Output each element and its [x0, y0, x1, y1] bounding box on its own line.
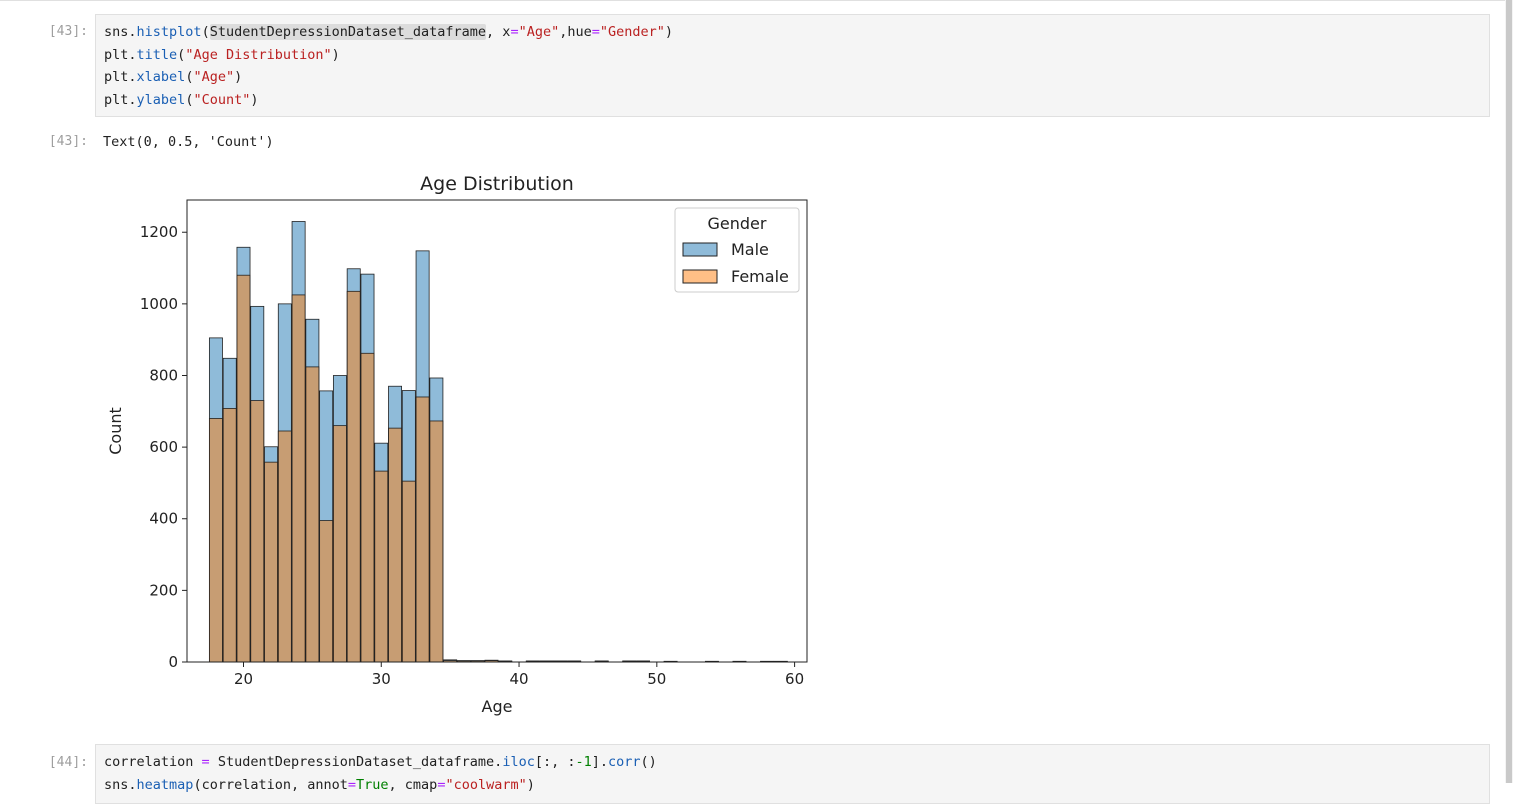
code-token: ): [527, 777, 535, 793]
code-line: plt.xlabel("Age"): [104, 66, 242, 89]
x-tick-label: 50: [647, 670, 666, 688]
bar-female: [292, 295, 305, 662]
code-token: plt: [104, 69, 128, 85]
y-tick-label: 600: [149, 438, 178, 456]
y-axis-label: Count: [106, 407, 125, 455]
code-token: =: [592, 24, 600, 40]
code-line: plt.ylabel("Count"): [104, 89, 259, 112]
bar-female: [402, 481, 415, 662]
code-line: plt.title("Age Distribution"): [104, 44, 340, 67]
legend-title: Gender: [708, 214, 767, 233]
bar-female: [209, 418, 222, 662]
code-token: (): [641, 754, 657, 770]
code-token: , cmap: [389, 777, 438, 793]
bar-female: [375, 471, 388, 662]
code-line: sns.histplot(StudentDepressionDataset_da…: [104, 21, 673, 44]
code-token: =: [510, 24, 518, 40]
code-token: .: [600, 754, 608, 770]
bar-female: [320, 521, 333, 662]
x-tick-label: 60: [785, 670, 804, 688]
code-token: ): [250, 92, 258, 108]
code-token: .: [128, 47, 136, 63]
code-token: "Age": [193, 69, 234, 85]
y-tick-label: 1200: [140, 223, 178, 241]
code-token: histplot: [137, 24, 202, 40]
code-line: correlation = StudentDepressionDataset_d…: [104, 751, 657, 774]
code-token: StudentDepressionDataset_dataframe: [210, 754, 494, 770]
bar-female: [347, 291, 360, 662]
code-token: "Age Distribution": [185, 47, 331, 63]
x-tick-label: 40: [509, 670, 528, 688]
code-token: title: [137, 47, 178, 63]
y-tick-label: 0: [168, 653, 178, 671]
legend-label-male: Male: [731, 240, 769, 259]
top-divider: [0, 0, 1505, 1]
code-token: plt: [104, 47, 128, 63]
code-token: ): [332, 47, 340, 63]
code-token: sns: [104, 777, 128, 793]
code-token: correlation: [104, 754, 202, 770]
legend-swatch-male: [683, 243, 717, 256]
code-token: ): [234, 69, 242, 85]
code-token: corr: [608, 754, 641, 770]
output-text: Text(0, 0.5, 'Count'): [103, 131, 274, 153]
code-token: ylabel: [137, 92, 186, 108]
bar-female: [265, 462, 278, 662]
bar-female: [430, 421, 443, 662]
code-token: .: [128, 69, 136, 85]
code-token: =: [202, 754, 210, 770]
scrollbar[interactable]: [1505, 0, 1513, 783]
bar-female: [278, 431, 291, 662]
code-token: plt: [104, 92, 128, 108]
code-token: "Gender": [600, 24, 665, 40]
x-axis-label: Age: [482, 697, 513, 716]
scrollbar-thumb[interactable]: [1506, 0, 1512, 783]
x-tick-label: 30: [372, 670, 391, 688]
code-token: xlabel: [137, 69, 186, 85]
code-token: .: [128, 777, 136, 793]
code-token: ): [665, 24, 673, 40]
code-token: heatmap: [137, 777, 194, 793]
code-token: "Count": [193, 92, 250, 108]
bar-female: [306, 367, 319, 662]
legend-label-female: Female: [731, 267, 789, 286]
bar-female: [251, 401, 264, 662]
bar-female: [333, 426, 346, 662]
code-line: sns.heatmap(correlation, annot=True, cma…: [104, 774, 535, 797]
y-tick-label: 800: [149, 366, 178, 384]
y-tick-label: 1000: [140, 295, 178, 313]
code-token: [:, :: [535, 754, 576, 770]
bar-female: [361, 353, 374, 662]
code-cell-43[interactable]: sns.histplot(StudentDepressionDataset_da…: [95, 14, 1490, 117]
code-token: sns: [104, 24, 128, 40]
code-token: "Age": [519, 24, 560, 40]
x-tick-label: 20: [234, 670, 253, 688]
output-prompt-43: [43]:: [0, 131, 88, 154]
input-prompt-43: [43]:: [0, 21, 88, 44]
code-token: (: [202, 24, 210, 40]
bar-female: [389, 428, 402, 662]
code-token: ,hue: [559, 24, 592, 40]
code-token: StudentDepressionDataset_dataframe: [210, 24, 486, 40]
code-token: True: [356, 777, 389, 793]
code-token: .: [128, 92, 136, 108]
y-tick-label: 200: [149, 581, 178, 599]
code-token: ]: [592, 754, 600, 770]
y-tick-label: 400: [149, 510, 178, 528]
code-token: -1: [575, 754, 591, 770]
input-prompt-44: [44]:: [0, 752, 88, 775]
bar-female: [223, 408, 236, 662]
legend-swatch-female: [683, 270, 717, 283]
code-token: =: [348, 777, 356, 793]
code-token: , x: [486, 24, 510, 40]
code-token: (correlation, annot: [193, 777, 347, 793]
bar-female: [237, 275, 250, 662]
chart-title: Age Distribution: [420, 173, 574, 195]
code-token: iloc: [502, 754, 535, 770]
code-token: .: [128, 24, 136, 40]
code-token: "coolwarm": [445, 777, 526, 793]
code-cell-44[interactable]: correlation = StudentDepressionDataset_d…: [95, 744, 1490, 804]
bar-female: [416, 397, 429, 662]
